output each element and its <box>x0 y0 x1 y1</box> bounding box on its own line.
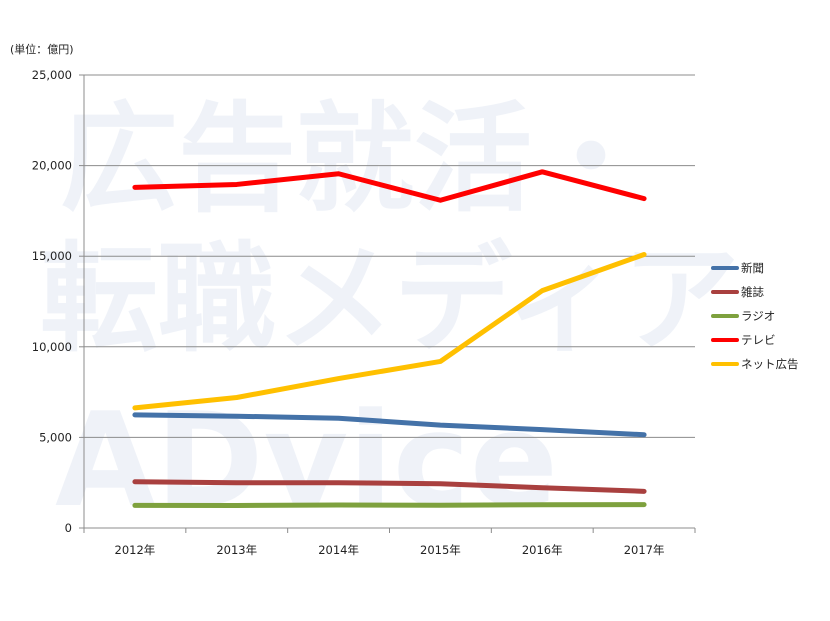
x-tick-label: 2013年 <box>216 543 257 557</box>
legend-label: テレビ <box>741 333 776 347</box>
y-tick-label: 10,000 <box>32 340 72 354</box>
legend-label: ラジオ <box>741 309 775 323</box>
legend-label: 新聞 <box>741 261 764 275</box>
series-line-テレビ <box>132 169 647 203</box>
series-line-ネット広告 <box>132 251 647 411</box>
y-tick-label: 20,000 <box>32 159 72 173</box>
unit-label: (単位：億円) <box>10 42 74 56</box>
x-tick-label: 2014年 <box>318 543 359 557</box>
watermark-line3: ADvice <box>55 384 558 536</box>
gridlines <box>84 74 695 438</box>
series-lines <box>132 169 647 508</box>
series-line-新聞 <box>132 412 647 438</box>
x-axis-ticks: 2012年 2013年 2014年 2015年 2016年 2017年 <box>83 528 696 557</box>
y-tick-label: 5,000 <box>39 430 72 444</box>
y-axis-ticks: 0 5,000 10,000 15,000 20,000 25,000 <box>32 68 84 535</box>
x-tick-label: 2016年 <box>522 543 563 557</box>
y-tick-label: 0 <box>65 521 72 535</box>
watermark-line1: 広告就活・ <box>60 90 650 228</box>
series-line-ラジオ <box>132 502 647 508</box>
x-tick-label: 2015年 <box>420 543 461 557</box>
series-line-雑誌 <box>132 479 647 494</box>
y-tick-label: 15,000 <box>32 249 72 263</box>
x-tick-label: 2017年 <box>624 543 665 557</box>
watermark: 広告就活・ 転職メディア ADvice <box>40 90 740 536</box>
watermark-line2: 転職メディア <box>40 230 740 368</box>
x-tick-label: 2012年 <box>115 543 156 557</box>
legend-label: ネット広告 <box>741 357 799 371</box>
legend-label: 雑誌 <box>741 285 764 299</box>
y-tick-label: 25,000 <box>32 68 72 82</box>
